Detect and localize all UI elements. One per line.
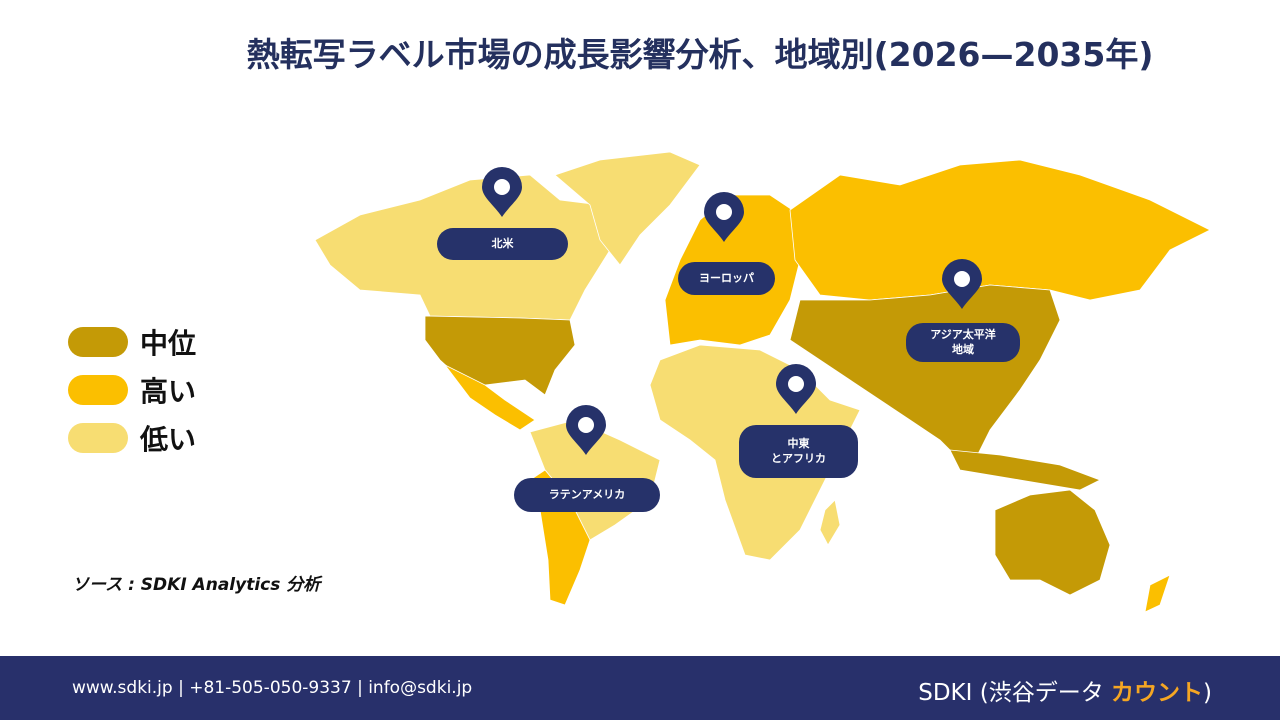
legend-swatch <box>68 327 128 357</box>
indonesia <box>949 449 1101 491</box>
pin-hole <box>578 417 594 433</box>
legend-label: 中位 <box>140 327 197 360</box>
legend-label: 高い <box>140 375 197 408</box>
region-label: 北米 <box>492 236 515 250</box>
region-label: ラテンアメリカ <box>549 488 625 501</box>
brand-suffix: ) <box>1203 680 1212 706</box>
region-label-box <box>678 262 775 295</box>
mexico <box>444 364 536 431</box>
source: ソース : SDKI Analytics 分析 <box>72 575 321 595</box>
region-label-box <box>906 323 1020 362</box>
footer: www.sdki.jp | +81-505-050-9337 | info@sd… <box>0 656 1280 720</box>
region-label-box <box>514 478 660 512</box>
region-marker: ラテンアメリカ <box>514 405 660 512</box>
madagascar <box>819 499 841 546</box>
region-label-box <box>739 425 858 478</box>
australia <box>994 489 1111 596</box>
brand-prefix: SDKI (渋谷データ <box>918 680 1112 706</box>
region-label: とアフリカ <box>771 452 826 465</box>
region-marker: 北米 <box>437 167 568 260</box>
legend-swatch <box>68 423 128 453</box>
title: 熱転写ラベル市場の成長影響分析、地域別(2026—2035年) <box>246 35 1154 74</box>
russia <box>789 159 1211 301</box>
legend-item: 高い <box>68 366 196 414</box>
region-label: 地域 <box>952 342 974 356</box>
legend-item: 中位 <box>68 318 196 366</box>
region-label: アジア太平洋 <box>930 327 996 341</box>
pin-hole <box>788 376 804 392</box>
region-label-box <box>437 228 568 260</box>
brand: SDKI (渋谷データ カウント) <box>918 673 1212 707</box>
region-label: 中東 <box>788 436 811 450</box>
pin-hole <box>716 204 732 220</box>
new-zealand <box>1144 574 1171 613</box>
pin-hole <box>954 271 970 287</box>
usa <box>424 315 576 396</box>
pin-hole <box>494 179 510 195</box>
legend: 中位 高い 低い <box>68 318 196 462</box>
region-marker: ヨーロッパ <box>678 192 775 295</box>
legend-swatch <box>68 375 128 405</box>
contact: www.sdki.jp | +81-505-050-9337 | info@sd… <box>72 678 473 698</box>
greenland <box>554 151 701 266</box>
legend-label: 低い <box>140 423 197 456</box>
legend-item: 低い <box>68 414 196 462</box>
region-label: ヨーロッパ <box>699 272 754 285</box>
brand-highlight: カウント <box>1111 680 1204 706</box>
